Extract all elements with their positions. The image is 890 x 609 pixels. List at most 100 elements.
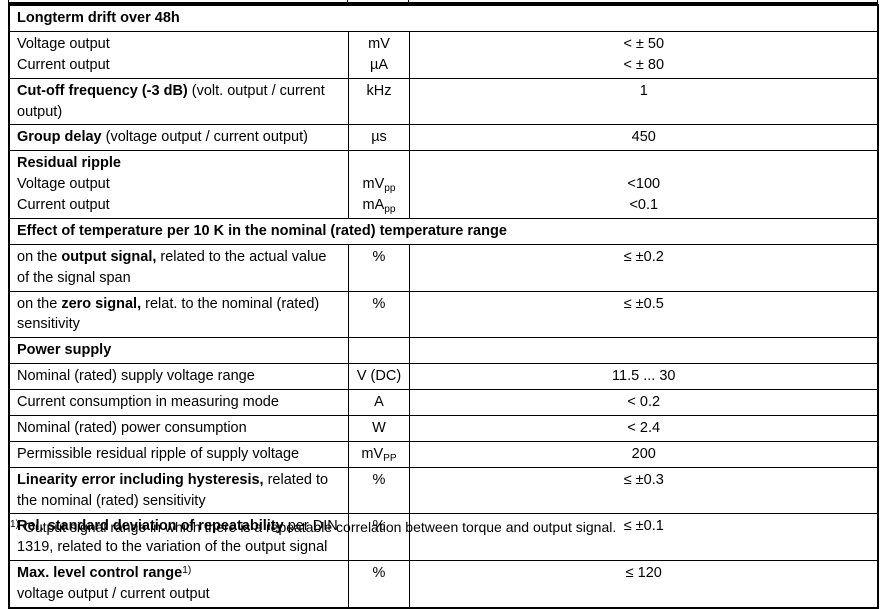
desc-rest-zero-signal: relat. to the nominal (rated) sensitivit… <box>17 295 320 333</box>
desc-bold-output-signal: output signal, <box>61 248 157 265</box>
row-desc-cut-off-frequency: Cut-off frequency (-3 dB) (volt. output … <box>8 77 349 126</box>
desc-line-voltage-output: Voltage output <box>17 35 110 52</box>
value-line-current-drift: < ± 80 <box>623 56 665 73</box>
desc-rest-rel-standard-deviation: per DIN 1319, related to the variation o… <box>17 518 338 556</box>
row-desc-linearity-error: Linearity error including hysteresis, re… <box>8 466 349 515</box>
desc-pre: on the <box>17 248 62 265</box>
row-value-cut-off-frequency: 1 <box>408 77 879 126</box>
section-value-power-supply <box>408 337 879 365</box>
footnote-marker: 1) <box>10 519 19 531</box>
table-row: Permissible residual ripple of supply vo… <box>8 440 879 468</box>
section-header-effect-of-temperature: Effect of temperature per 10 K in the no… <box>8 217 879 245</box>
value-line-voltage-ripple: <100 <box>627 176 661 193</box>
unit-line-mvpp: mVpp <box>362 176 396 195</box>
table-top-cutoff-row <box>8 0 878 4</box>
value-spacer <box>417 153 872 174</box>
unit-line-ua: µA <box>369 56 389 73</box>
table-row: Nominal (rated) supply voltage range V (… <box>8 363 879 390</box>
table-row: Current consumption in measuring mode A … <box>8 389 879 416</box>
unit-subscript-pp: pp <box>384 183 396 195</box>
table-row: Group delay (voltage output / current ou… <box>8 124 879 152</box>
row-value-nominal-supply-voltage-range: 11.5 ... 30 <box>408 363 879 390</box>
row-value-nominal-power-consumption: < 2.4 <box>408 414 879 442</box>
table-row: Effect of temperature per 10 K in the no… <box>8 217 879 245</box>
row-unit-effect-zero-signal: % <box>347 290 410 339</box>
table-row: Longterm drift over 48h <box>8 4 879 32</box>
row-unit-cut-off-frequency: kHz <box>347 77 410 126</box>
row-value-current-consumption: < 0.2 <box>408 389 879 416</box>
row-desc-residual-ripple: Residual ripple Voltage output Current o… <box>8 150 349 219</box>
desc-line-voltage-output: Voltage output <box>17 176 110 193</box>
desc-bold-cut-off-frequency: Cut-off frequency (-3 dB) <box>17 82 188 99</box>
row-unit-linearity-error: % <box>347 466 410 515</box>
row-desc-effect-zero-signal: on the zero signal, relat. to the nomina… <box>8 290 349 339</box>
table-row: Cut-off frequency (-3 dB) (volt. output … <box>8 77 879 126</box>
desc-head-max-level-control-range: Max. level control range1) <box>17 564 192 582</box>
table-row: Power supply <box>8 337 879 365</box>
row-desc-group-delay: Group delay (voltage output / current ou… <box>8 124 349 152</box>
table-row: Voltage output Current output mV µA < ± … <box>8 30 879 79</box>
row-value-max-level-control-range: ≤ 120 <box>408 560 879 609</box>
row-desc-effect-output-signal: on the output signal, related to the act… <box>8 243 349 292</box>
footnote-marker-icon: 1) <box>182 564 192 576</box>
row-value-group-delay: 450 <box>408 124 879 152</box>
table-row: Residual ripple Voltage output Current o… <box>8 150 879 219</box>
desc-line-current-output: Current output <box>17 56 110 73</box>
desc-pre: on the <box>17 295 62 312</box>
row-unit-max-level-control-range: % <box>347 560 410 609</box>
row-unit-group-delay: µs <box>347 124 410 152</box>
section-header-power-supply: Power supply <box>8 337 349 365</box>
desc-rest-cut-off-frequency: (volt. output / current output) <box>17 82 325 120</box>
unit-spacer <box>356 153 403 174</box>
column-divider-2 <box>408 0 409 2</box>
row-unit-residual-ripple: mVpp mApp <box>347 150 410 219</box>
table-row: on the output signal, related to the act… <box>8 243 879 292</box>
section-unit-power-supply <box>347 337 410 365</box>
table-row: Linearity error including hysteresis, re… <box>8 466 879 515</box>
desc-rest-output-signal: related to the actual value of the signa… <box>17 248 327 286</box>
unit-line-mv: mV <box>368 35 390 52</box>
row-desc-nominal-supply-voltage-range: Nominal (rated) supply voltage range <box>8 363 349 390</box>
column-divider-1 <box>347 0 348 2</box>
table-row: Max. level control range1) voltage outpu… <box>8 560 879 609</box>
row-unit-permissible-residual-ripple: mVPP <box>347 440 410 468</box>
table-left-border <box>8 0 9 2</box>
desc-bold-rel-standard-deviation: Rel. standard deviation of repeatability <box>17 518 284 535</box>
unit-line-mapp: mApp <box>362 197 396 216</box>
unit-subscript-pp: PP <box>383 452 397 464</box>
row-unit-longterm-drift-outputs: mV µA <box>347 30 410 79</box>
row-value-effect-output-signal: ≤ ±0.2 <box>408 243 879 292</box>
desc-rest-linearity-error: related to the nominal (rated) sensitivi… <box>17 471 329 509</box>
table-row: on the zero signal, relat. to the nomina… <box>8 290 879 339</box>
row-desc-max-level-control-range: Max. level control range1) voltage outpu… <box>8 560 349 609</box>
row-desc-nominal-power-consumption: Nominal (rated) power consumption <box>8 414 349 442</box>
value-line-current-ripple: <0.1 <box>629 197 659 213</box>
desc-bold-zero-signal: zero signal, <box>61 295 142 312</box>
row-value-residual-ripple: <100 <0.1 <box>408 150 879 219</box>
spec-sheet-page: Longterm drift over 48h Voltage output C… <box>8 0 879 609</box>
row-unit-rel-standard-deviation: % <box>347 513 410 562</box>
desc-head-residual-ripple: Residual ripple <box>17 155 121 172</box>
row-desc-rel-standard-deviation: Rel. standard deviation of repeatability… <box>8 513 349 562</box>
row-unit-nominal-supply-voltage-range: V (DC) <box>347 363 410 390</box>
row-unit-nominal-power-consumption: W <box>347 414 410 442</box>
table-right-border <box>877 0 878 2</box>
row-value-longterm-drift-outputs: < ± 50 < ± 80 <box>408 30 879 79</box>
row-desc-current-consumption: Current consumption in measuring mode <box>8 389 349 416</box>
row-unit-current-consumption: A <box>347 389 410 416</box>
row-desc-longterm-drift-outputs: Voltage output Current output <box>8 30 349 79</box>
value-line-voltage-drift: < ± 50 <box>623 35 665 52</box>
row-value-permissible-residual-ripple: 200 <box>408 440 879 468</box>
desc-bold-group-delay: Group delay <box>17 129 102 146</box>
row-value-linearity-error: ≤ ±0.3 <box>408 466 879 515</box>
desc-line-voltage-current-output: voltage output / current output <box>17 586 210 602</box>
desc-bold-linearity-error: Linearity error including hysteresis, <box>17 471 264 488</box>
unit-subscript-pp: pp <box>384 204 396 216</box>
row-desc-permissible-residual-ripple: Permissible residual ripple of supply vo… <box>8 440 349 468</box>
footnote: 1) Output signal range in which there is … <box>10 518 870 536</box>
row-unit-effect-output-signal: % <box>347 243 410 292</box>
footnote-text: Output signal range in which there is a … <box>23 519 617 535</box>
desc-line-current-output: Current output <box>17 197 110 213</box>
desc-rest-group-delay: (voltage output / current output) <box>101 129 308 146</box>
table-row: Nominal (rated) power consumption W < 2.… <box>8 414 879 442</box>
